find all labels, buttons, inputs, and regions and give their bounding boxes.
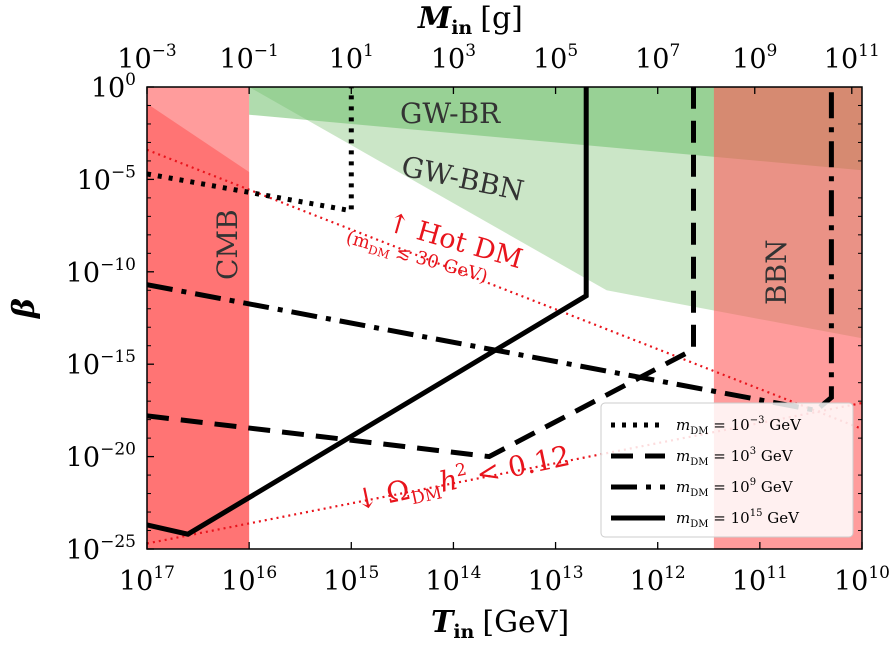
y-tick-label: 10−5: [77, 162, 136, 196]
y-tick-label: 10−10: [66, 255, 136, 289]
top-tick-label: 1011: [824, 41, 880, 75]
series-line-1: [147, 87, 696, 460]
y-tick-label: 10−15: [66, 347, 136, 381]
legend-label-1: mDM = 103 GeV: [676, 446, 794, 468]
x-tick-label: 1012: [630, 563, 686, 597]
axis-ticks: 1017 1016 1015 1014 1013 1012 1011 1010 100 10−5 1…: [66, 41, 890, 597]
top-tick-label: 105: [533, 41, 578, 75]
top-tick-label: 109: [732, 41, 777, 75]
region-cmb-extra: [147, 87, 250, 549]
plot-frame: [146, 86, 863, 550]
x-tick-label: 1011: [732, 563, 788, 597]
legend-box: [600, 402, 854, 538]
legend: mDM = 10−3 GeV mDM = 103 GeV mDM = 109 GeV…: [600, 402, 854, 538]
legend-label-3: mDM = 1015 GeV: [676, 508, 800, 530]
top-tick-label: 101: [329, 41, 374, 75]
region-label-cmb: CMB: [211, 209, 244, 280]
y-axis-label: β: [7, 298, 42, 319]
relic-text: ↓ ΩDMh2 < 0.12: [351, 438, 573, 521]
region-label-bbn: BBN: [760, 239, 793, 305]
relic-annotation: ↓ ΩDMh2 < 0.12: [351, 438, 573, 521]
region-label-gw-br: GW-BR: [400, 97, 501, 130]
x-tick-label: 1016: [221, 563, 277, 597]
x-tick-label: 1013: [528, 563, 584, 597]
top-tick-label: 10−1: [219, 41, 278, 75]
x-axis-label: Tin [GeV]: [431, 605, 569, 643]
series-line-0: [147, 87, 354, 214]
series-line-3: [147, 87, 589, 537]
x-tick-label: 1017: [119, 563, 175, 597]
region-gw-br: [249, 87, 862, 171]
y-tick-label: 10−25: [66, 532, 136, 566]
top-tick-label: 103: [431, 41, 476, 75]
x-tick-label: 1015: [323, 563, 379, 597]
top-axis-label: Min [g]: [417, 1, 523, 39]
y-tick-label: 10−20: [66, 440, 136, 474]
top-tick-label: 107: [635, 41, 680, 75]
y-tick-label: 100: [91, 70, 136, 104]
legend-label-0: mDM = 10−3 GeV: [676, 415, 802, 437]
legend-label-2: mDM = 109 GeV: [676, 477, 794, 499]
shaded-regions: [147, 87, 862, 549]
x-tick-label: 1014: [425, 563, 481, 597]
top-tick-label: 10−3: [117, 41, 176, 75]
x-tick-label: 1010: [834, 563, 890, 597]
